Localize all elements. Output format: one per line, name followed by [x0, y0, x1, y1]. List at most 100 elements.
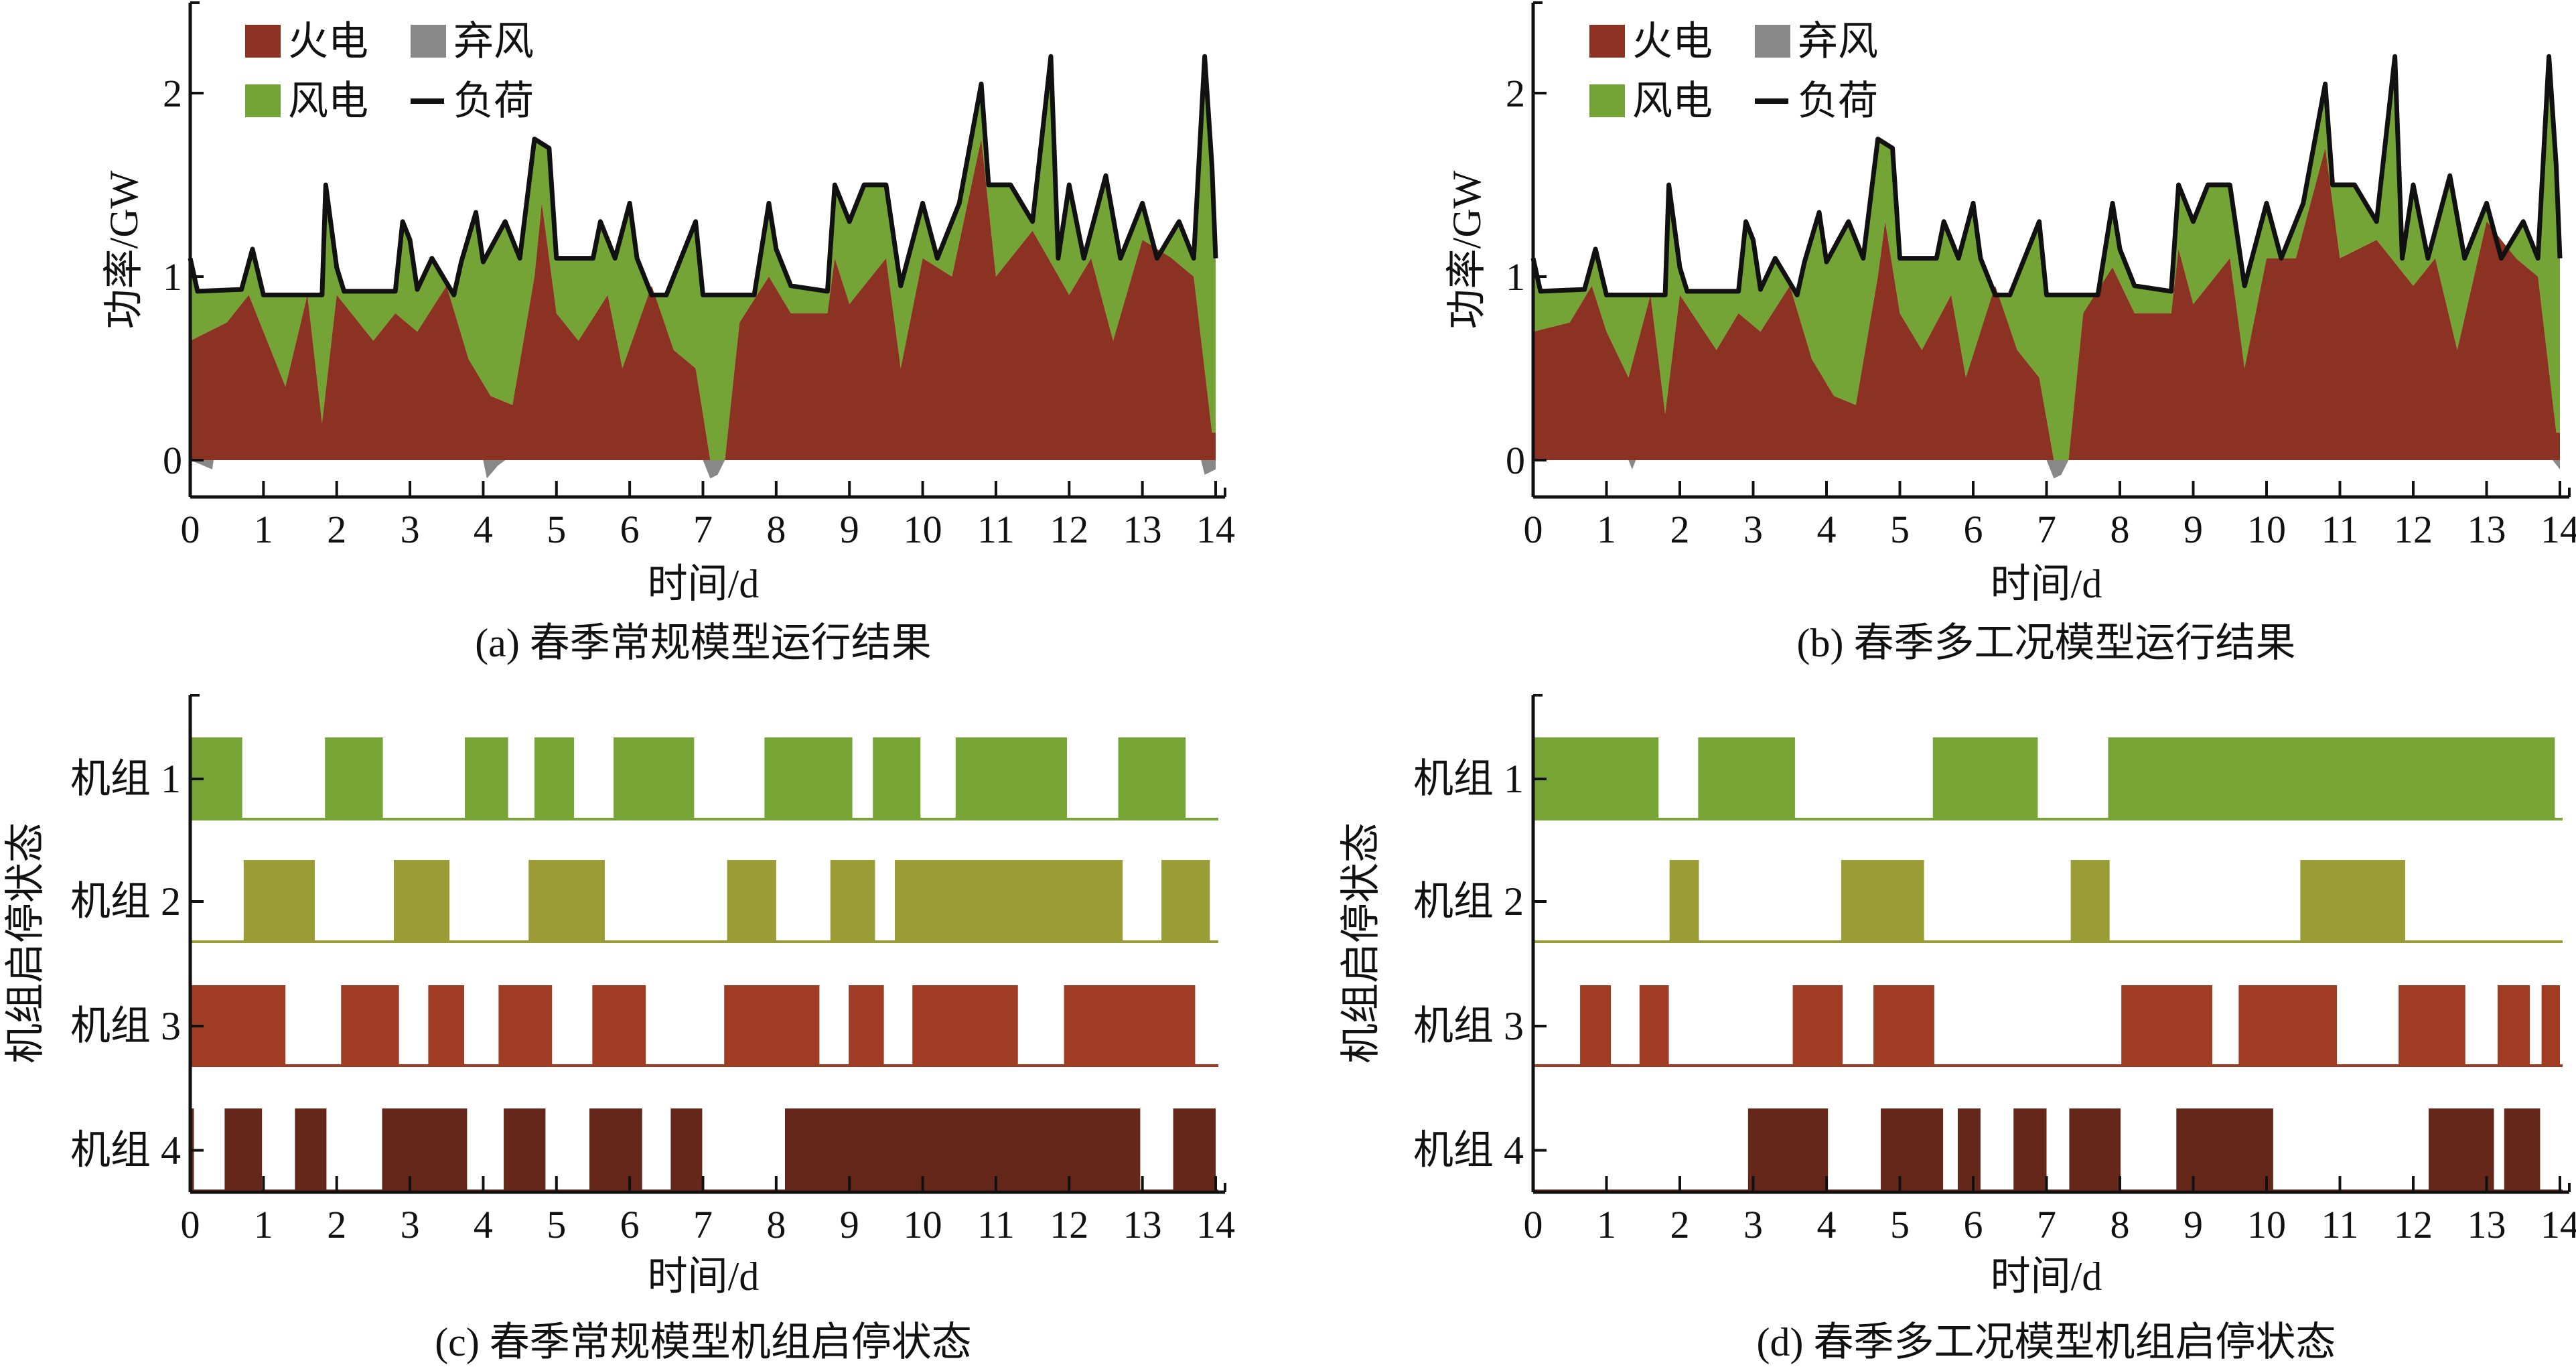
x-tick-label: 14 [2541, 508, 2576, 551]
unit-on-bar [2504, 1108, 2541, 1192]
x-tick-label: 4 [1817, 1203, 1837, 1246]
unit-label: 机组 2 [1413, 879, 1524, 924]
x-tick-label: 2 [327, 1203, 346, 1246]
caption: (d) 春季多工况模型机组启停状态 [1757, 1320, 2336, 1364]
x-tick-label: 8 [2110, 508, 2130, 551]
legend-swatch [1589, 84, 1625, 117]
unit-on-bar [2238, 985, 2338, 1067]
unit-on-bar [428, 985, 464, 1067]
x-tick-label: 14 [1196, 1203, 1235, 1246]
x-tick-label: 12 [1050, 1203, 1088, 1246]
x-tick-label: 10 [2247, 1203, 2286, 1246]
xlabel: 时间/d [648, 562, 760, 606]
unit-on-bar [784, 1108, 1141, 1192]
unit-on-bar [498, 985, 553, 1067]
y-tick-label: 0 [1506, 439, 1525, 482]
ylabel: 机组启停状态 [3, 822, 48, 1064]
unit-on-bar [2108, 737, 2555, 820]
unit-on-bar [592, 985, 646, 1067]
unit-on-bar [1118, 737, 1186, 820]
unit-on-bar [295, 1108, 327, 1192]
unit-label: 机组 3 [1413, 1004, 1524, 1048]
panel-d-unit-status: 机组启停状态 时间/d (d) 春季多工况模型机组启停状态 机组 1 机组 2 机组… [1339, 694, 2576, 1364]
y-tick-label: 1 [163, 255, 182, 299]
legend-swatch [1755, 25, 1790, 58]
legend-swatch [411, 25, 446, 58]
unit-on-bar [1161, 860, 1210, 943]
unit-on-bar [394, 860, 450, 943]
unit-on-bar [895, 860, 1123, 943]
unit-label: 机组 1 [70, 757, 181, 801]
unit-on-bar [1669, 860, 1699, 943]
y-tick-label: 1 [1506, 255, 1525, 299]
ylabel: 机组启停状态 [1339, 822, 1383, 1064]
x-tick-label: 11 [977, 508, 1015, 551]
x-tick-label: 13 [1123, 1203, 1162, 1246]
unit-on-bar [1698, 737, 1795, 820]
legend-line-swatch [1755, 98, 1788, 104]
unit-on-bar [727, 860, 776, 943]
x-tick-label: 12 [2394, 1203, 2433, 1246]
unit-on-bar [849, 985, 884, 1067]
x-tick-label: 7 [693, 1203, 713, 1246]
unit-on-bar [1932, 737, 2038, 820]
unit-on-bar [528, 860, 605, 943]
unit-on-bar [224, 1108, 263, 1192]
x-tick-label: 1 [254, 508, 273, 551]
unit-on-bar [589, 1108, 642, 1192]
unit-on-bar [1064, 985, 1196, 1067]
x-tick-label: 7 [2037, 508, 2056, 551]
ylabel: 功率/GW [102, 170, 146, 329]
unit-label: 机组 3 [70, 1004, 181, 1048]
unit-on-bar [325, 737, 383, 820]
unit-on-bar [2399, 985, 2465, 1067]
load-line [1530, 54, 2563, 297]
unit-on-bar [764, 737, 853, 820]
unit-on-bar [2428, 1108, 2494, 1192]
x-tick-label: 11 [977, 1203, 1015, 1246]
y-tick-label: 2 [1506, 72, 1525, 115]
x-tick-label: 1 [254, 1203, 273, 1246]
x-tick-label: 12 [2394, 508, 2433, 551]
unit-on-bar [1841, 860, 1924, 943]
x-tick-label: 3 [401, 1203, 420, 1246]
x-tick-label: 13 [1123, 508, 1162, 551]
x-tick-label: 3 [401, 508, 420, 551]
unit-on-bar [382, 1108, 468, 1192]
x-tick-label: 6 [620, 508, 640, 551]
thermal-power-area [190, 139, 1216, 460]
unit-on-bar [614, 737, 695, 820]
unit-label: 机组 4 [70, 1129, 181, 1173]
x-tick-label: 9 [2184, 1203, 2203, 1246]
x-tick-label: 9 [2184, 508, 2203, 551]
unit-on-bar [534, 737, 575, 820]
load-line [188, 54, 1218, 297]
unit-on-bar [724, 985, 820, 1067]
x-tick-label: 4 [474, 508, 493, 551]
curtailed-wind-area [1533, 460, 2560, 479]
unit-on-bar [2070, 860, 2110, 943]
x-tick-label: 6 [1964, 1203, 1983, 1246]
y-tick-label: 2 [163, 72, 182, 115]
x-tick-label: 0 [1524, 1203, 1543, 1246]
unit-on-bar [955, 737, 1068, 820]
unit-on-bar [1533, 737, 1659, 820]
legend-label: 火电 [288, 19, 368, 64]
x-tick-label: 9 [840, 508, 859, 551]
x-tick-label: 5 [547, 508, 566, 551]
unit-on-bar [670, 1108, 703, 1192]
panel-c-unit-status: 机组启停状态 时间/d (c) 春季常规模型机组启停状态 机组 1 机组 2 机组 … [3, 694, 1235, 1364]
caption: (a) 春季常规模型运行结果 [475, 621, 932, 665]
x-tick-label: 10 [2247, 508, 2286, 551]
unit-on-bar [2121, 985, 2212, 1067]
unit-on-bar [1580, 985, 1612, 1067]
curtailed-wind-area [190, 460, 1216, 479]
unit-on-bar [830, 860, 875, 943]
x-tick-label: 1 [1597, 508, 1616, 551]
x-tick-label: 5 [547, 1203, 566, 1246]
x-tick-label: 9 [840, 1203, 859, 1246]
legend-label: 风电 [288, 79, 368, 123]
